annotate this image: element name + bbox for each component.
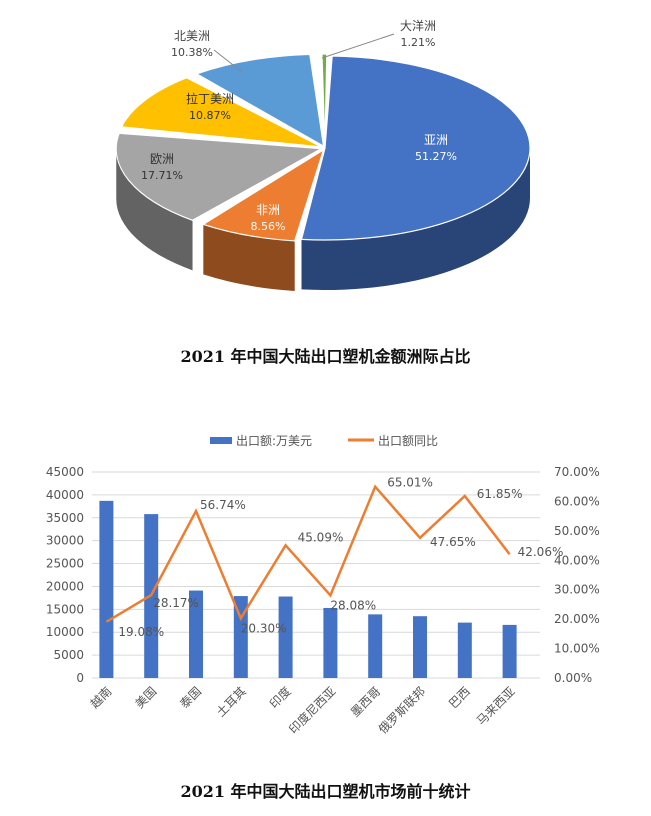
pie-slice-label: 拉丁美洲	[186, 91, 234, 106]
x-tick-label: 土耳其	[214, 684, 249, 719]
x-tick-label: 俄罗斯联邦	[376, 684, 428, 736]
line-data-label: 42.06%	[518, 545, 564, 559]
line-data-label: 20.30%	[241, 621, 287, 635]
y-tick-label: 45000	[46, 465, 84, 479]
y2-tick-label: 50.00%	[554, 524, 600, 538]
pie-slice	[120, 77, 322, 148]
pie-slice-label: 非洲	[256, 203, 280, 217]
pie-slice-value: 1.21%	[401, 36, 436, 49]
x-tick-label: 印度尼西亚	[285, 684, 338, 737]
y2-tick-label: 40.00%	[554, 553, 600, 567]
bar	[278, 596, 293, 678]
pie-chart: 亚洲 51.27% 非洲 8.56% 欧洲 17.71% 拉丁美洲 10.87% 北美洲 10.3…	[115, 18, 531, 291]
pie-leader-line	[213, 49, 243, 73]
pie-chart-figure: 亚洲 51.27% 非洲 8.56% 欧洲 17.71% 拉丁美洲 10.87% 北美洲 10.3…	[0, 0, 651, 400]
pie-slice-label: 北美洲	[174, 29, 210, 43]
pie-chart-caption: 2021 年中国大陆出口塑机金额洲际占比	[180, 347, 471, 366]
y2-tick-label: 0.00%	[554, 671, 592, 685]
y2-tick-label: 70.00%	[554, 465, 600, 479]
line-data-label: 56.74%	[200, 498, 246, 512]
y-tick-label: 0	[76, 671, 84, 685]
bar	[189, 590, 203, 678]
bar	[457, 622, 472, 678]
line-data-label: 45.09%	[298, 530, 344, 544]
bar	[233, 596, 248, 678]
y-tick-label: 25000	[46, 557, 84, 571]
line-data-label: 47.65%	[430, 535, 476, 549]
pie-slice-value: 17.71%	[141, 169, 183, 182]
pie-slice	[321, 53, 328, 147]
pie-slice-label: 亚洲	[424, 133, 448, 147]
pie-slice-side	[116, 148, 193, 271]
x-tick-label: 泰国	[177, 684, 204, 711]
pie-slice	[115, 132, 324, 221]
bar	[413, 616, 427, 678]
line-data-label: 61.85%	[477, 487, 523, 501]
x-tick-label: 墨西哥	[348, 684, 383, 719]
y-tick-label: 40000	[46, 488, 84, 502]
pie-slice	[195, 53, 325, 148]
bar-chart-figure: 出口额:万美元 出口额同比 0 5000 10000 15000 20000 25000 300…	[0, 400, 651, 816]
y2-tick-label: 60.00%	[554, 494, 600, 508]
y-tick-label: 15000	[46, 602, 84, 616]
bar	[323, 607, 338, 678]
pie-slice-label: 欧洲	[150, 152, 174, 166]
pie-slice-side	[301, 148, 530, 290]
pie-slice-value: 8.56%	[251, 220, 286, 233]
pie-slice-value: 10.87%	[189, 109, 231, 122]
chart-legend: 出口额:万美元 出口额同比	[210, 434, 438, 448]
line-data-label: 19.08%	[118, 625, 164, 639]
x-tick-label: 美国	[132, 684, 159, 711]
y-tick-label: 35000	[46, 511, 84, 525]
line-data-label: 28.08%	[330, 598, 376, 612]
legend-label: 出口额:万美元	[236, 434, 312, 448]
y-tick-label: 30000	[46, 534, 84, 548]
pie-slice-value: 10.38%	[171, 46, 213, 59]
x-tick-label: 越南	[87, 684, 115, 712]
bar	[368, 614, 383, 678]
pie-slice	[300, 55, 531, 241]
y-tick-label: 10000	[46, 625, 84, 639]
x-tick-label: 马来西亚	[474, 684, 518, 728]
pie-sides	[116, 148, 530, 291]
y2-tick-label: 20.00%	[554, 612, 600, 626]
bar-chart-caption: 2021 年中国大陆出口塑机市场前十统计	[180, 782, 471, 801]
pie-slice	[201, 148, 325, 242]
pie-slice-label: 大洋洲	[400, 18, 436, 33]
y2-tick-label: 30.00%	[554, 583, 600, 597]
x-tick-label: 巴西	[446, 684, 473, 711]
line-data-label: 28.17%	[153, 596, 199, 610]
combo-bar-line-chart: 出口额:万美元 出口额同比 0 5000 10000 15000 20000 25000 300…	[46, 434, 600, 737]
bar	[502, 624, 517, 678]
bar	[99, 500, 114, 678]
y2-tick-label: 10.00%	[554, 642, 600, 656]
pie-leader-line	[321, 33, 395, 59]
pie-slice-value: 51.27%	[415, 150, 457, 163]
legend-swatch-bar	[210, 437, 232, 444]
line-data-label: 65.01%	[387, 476, 433, 490]
line-series	[105, 484, 511, 623]
y-tick-label: 20000	[46, 579, 84, 593]
x-tick-label: 印度	[266, 684, 294, 712]
pie-slice-side	[203, 224, 295, 291]
y-tick-label: 5000	[53, 648, 84, 662]
pie-tops	[115, 53, 531, 242]
legend-label: 出口额同比	[378, 434, 438, 448]
